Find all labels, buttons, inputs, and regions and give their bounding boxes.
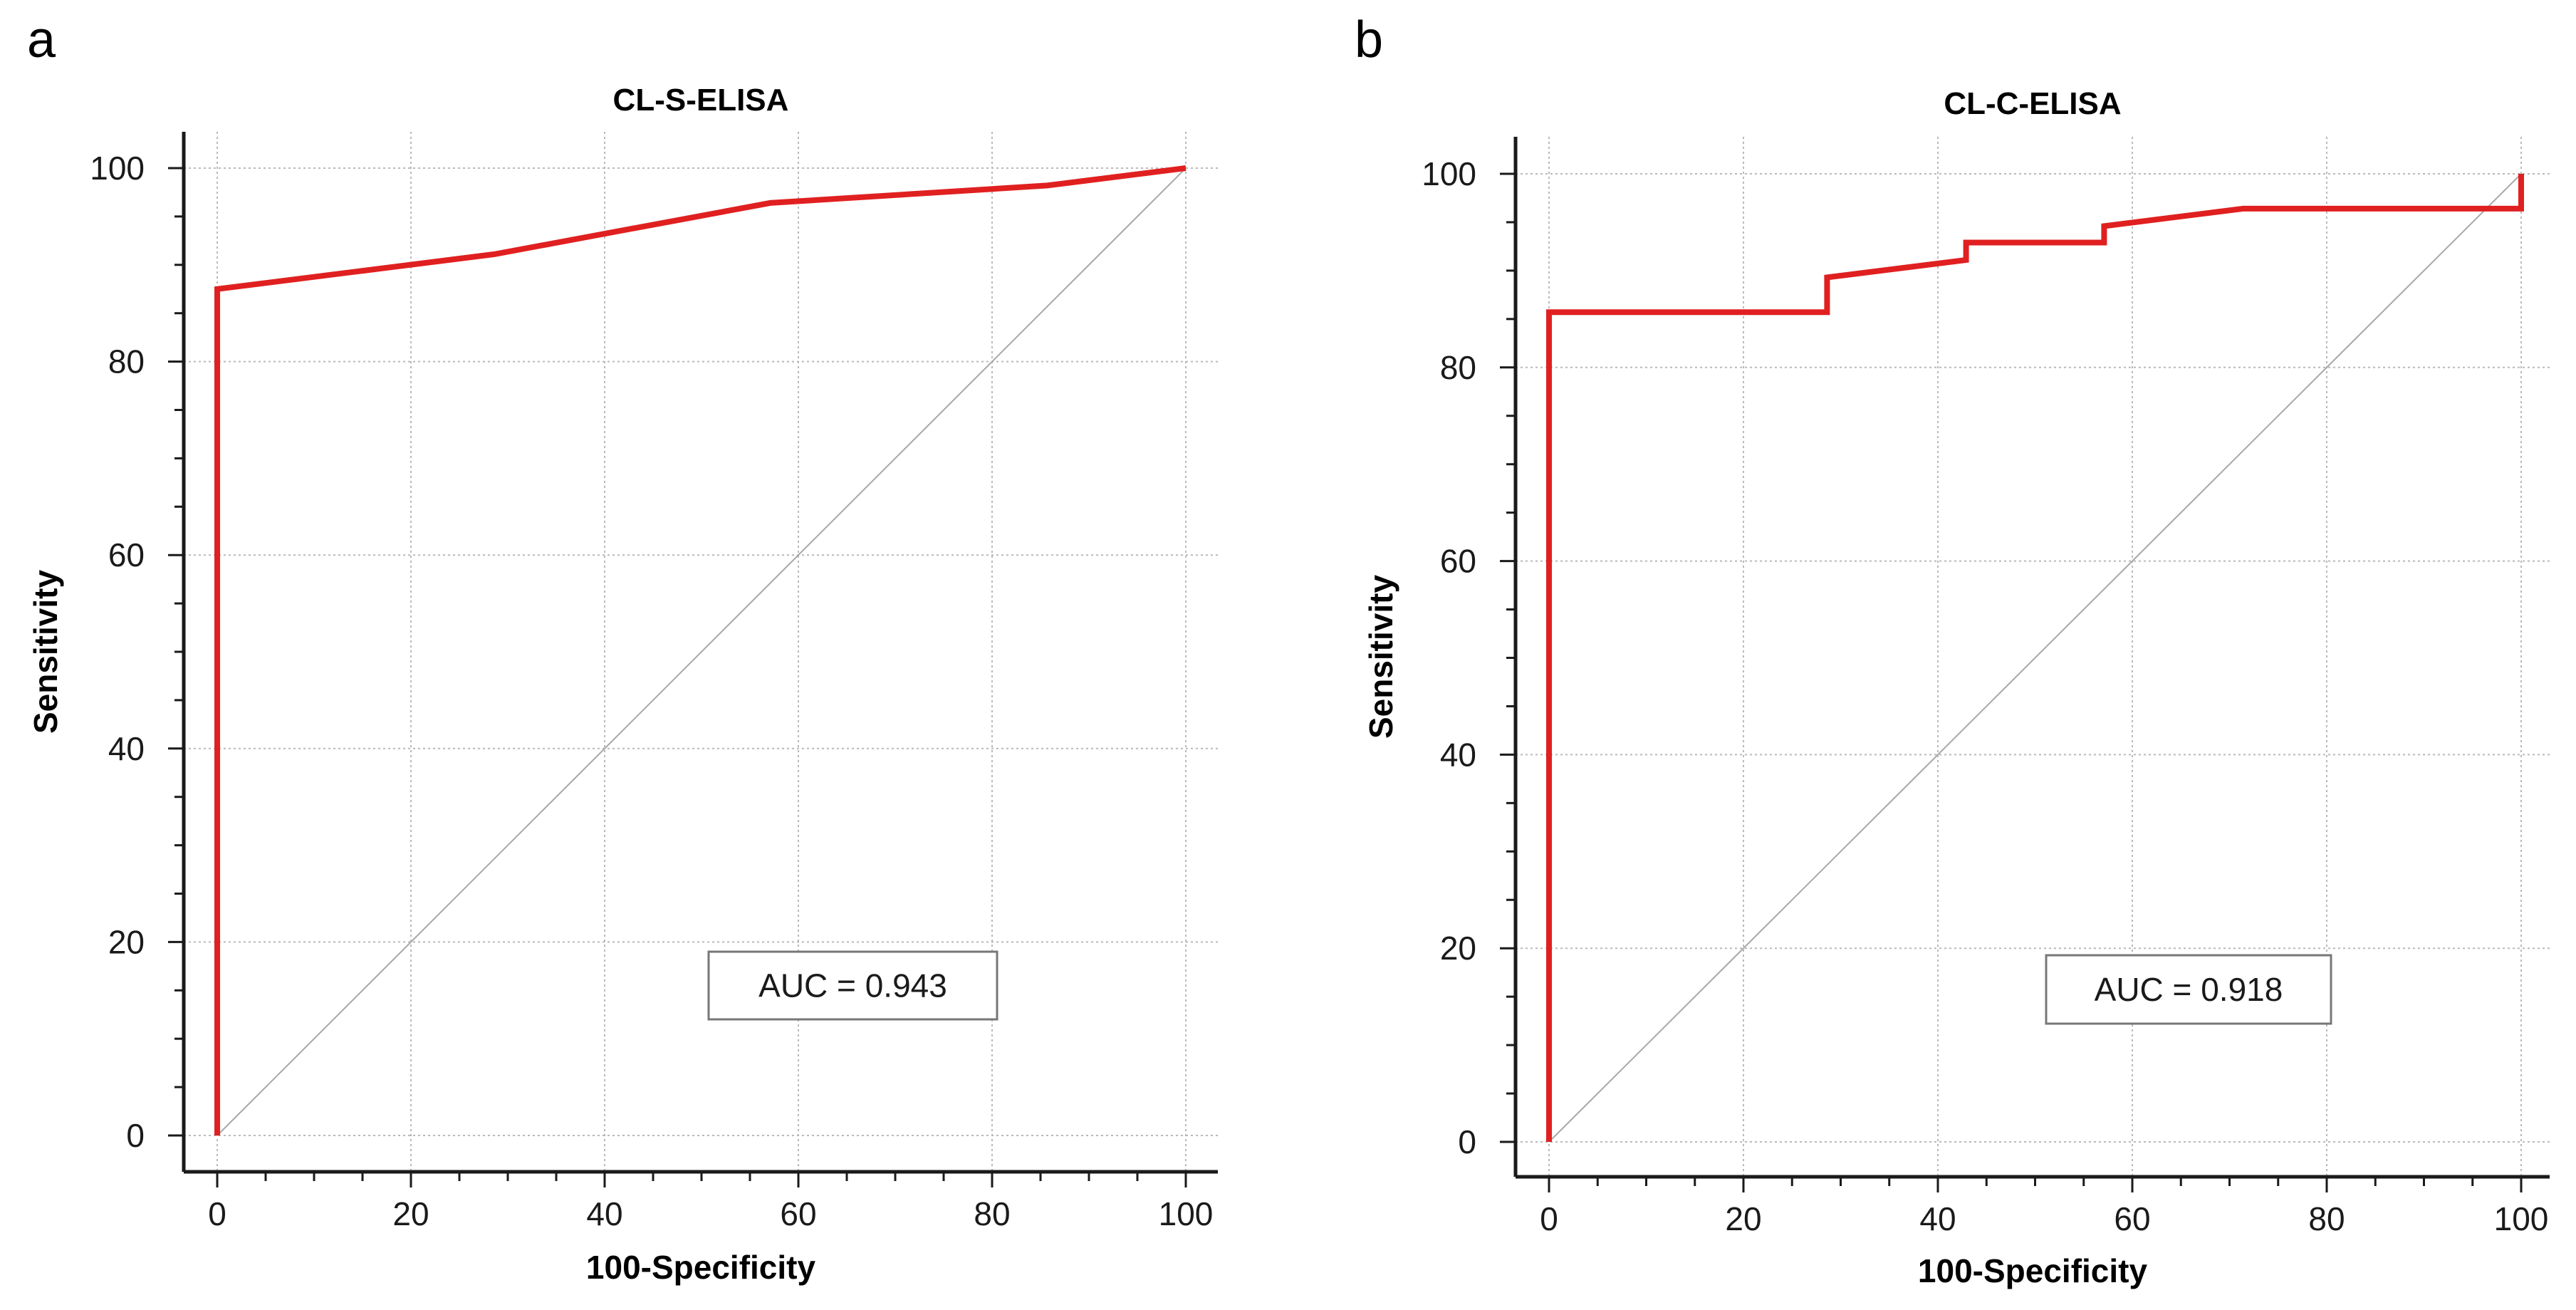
chart-a-y-axis-title: Sensitivity	[27, 570, 64, 734]
chart-b-x-tick-label: 60	[2114, 1200, 2150, 1237]
chart-a-y-tick-label: 100	[90, 150, 145, 187]
chart-b-auc-box	[2045, 954, 2332, 1025]
chart-a: a CL-S-ELISA 0 20 40 60 80 100 0 20 40 60 80 100 100-S…	[27, 11, 1218, 1286]
chart-b-y-tick-label: 0	[1458, 1123, 1476, 1160]
chart-b-y-tick-label: 80	[1440, 349, 1476, 386]
chart-a-panel-letter: a	[27, 11, 56, 68]
chart-a-auc-box	[707, 950, 998, 1021]
chart-b-y-tick-label: 100	[1422, 155, 1476, 192]
chart-b-y-tick-label: 60	[1440, 543, 1476, 580]
chart-a-reference-diagonal	[217, 167, 1187, 1136]
chart-a-x-tick-label: 100	[1159, 1195, 1214, 1232]
chart-a-x-tick-label: 0	[208, 1195, 226, 1232]
chart-b-x-tick-label: 20	[1725, 1200, 1761, 1237]
chart-a-x-tick-label: 40	[586, 1195, 622, 1232]
chart-b-x-tick-label: 100	[2494, 1200, 2549, 1237]
chart-a-y-tick-label: 60	[108, 536, 145, 573]
chart-a-y-tick-label: 80	[108, 343, 145, 380]
chart-b-y-tick-label: 40	[1440, 736, 1476, 773]
chart-b-y-axis-title: Sensitivity	[1362, 575, 1399, 739]
chart-a-y-tick-label: 0	[126, 1117, 145, 1154]
chart-a-auc-label: AUC = 0.943	[758, 967, 947, 1004]
chart-a-title: CL-S-ELISA	[613, 83, 789, 118]
chart-b-x-tick-label: 40	[1919, 1200, 1956, 1237]
chart-a-y-tick-label: 40	[108, 730, 145, 767]
chart-b-x-axis-title: 100-Specificity	[1918, 1252, 2148, 1289]
chart-b-x-tick-label: 0	[1540, 1200, 1558, 1237]
chart-b-auc-label: AUC = 0.918	[2095, 971, 2283, 1008]
chart-a-x-tick-label: 60	[780, 1195, 816, 1232]
chart-a-roc-curve	[214, 165, 1187, 1135]
chart-a-x-tick-label: 20	[392, 1195, 429, 1232]
chart-a-x-tick-label: 80	[974, 1195, 1010, 1232]
chart-b-panel-letter: b	[1355, 11, 1383, 68]
chart-b: b CL-C-ELISA 0 20 40 60 80 100 0 20 40 60 80 100 100-S…	[1355, 11, 2550, 1289]
chart-b-reference-diagonal	[1548, 173, 2522, 1143]
chart-b-x-tick-label: 80	[2308, 1200, 2345, 1237]
chart-b-title: CL-C-ELISA	[1944, 86, 2121, 121]
chart-b-roc-curve	[1546, 174, 2524, 1142]
chart-a-x-axis-title: 100-Specificity	[586, 1249, 816, 1286]
chart-a-y-tick-label: 20	[108, 923, 145, 960]
chart-b-y-tick-label: 20	[1440, 930, 1476, 967]
